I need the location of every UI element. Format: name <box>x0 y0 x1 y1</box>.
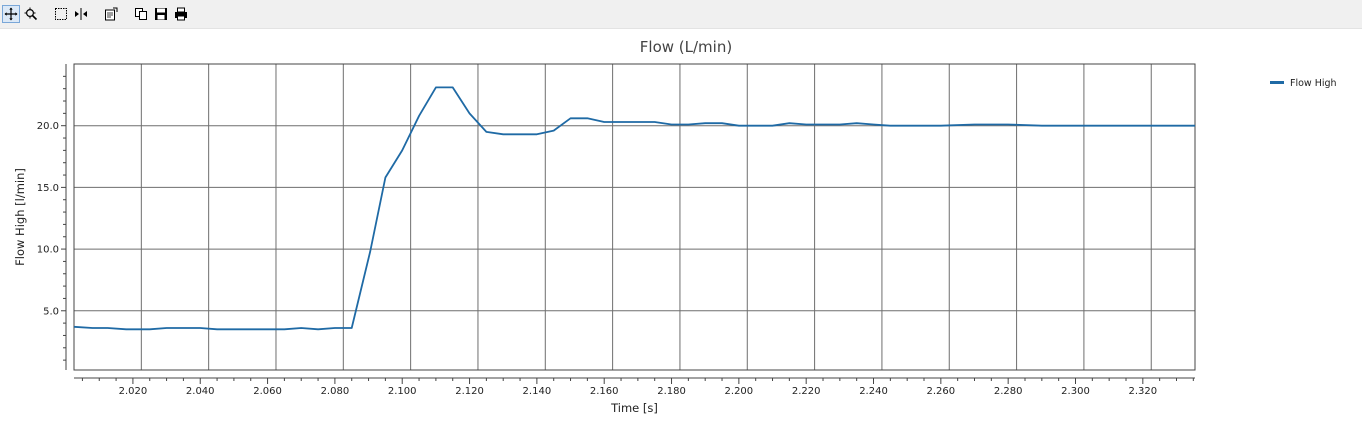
vertical-cursor-icon <box>75 8 87 20</box>
x-tick-label: 2.120 <box>455 386 484 397</box>
x-tick-label: 2.180 <box>657 386 686 397</box>
x-tick-label: 2.060 <box>253 386 282 397</box>
x-tick-label: 2.260 <box>927 386 956 397</box>
zoom-magnifier-icon <box>24 7 38 21</box>
print-button[interactable] <box>172 5 190 23</box>
printer-icon <box>175 7 187 21</box>
zoom-button[interactable] <box>22 5 40 23</box>
y-tick-label: 5.0 <box>43 306 59 317</box>
x-tick-label: 2.020 <box>119 386 148 397</box>
cursor-button[interactable] <box>72 5 90 23</box>
x-tick-label: 2.240 <box>859 386 888 397</box>
y-tick-label: 20.0 <box>37 121 59 132</box>
pan-button[interactable] <box>2 5 20 23</box>
x-tick-label: 2.280 <box>994 386 1023 397</box>
x-tick-label: 2.100 <box>388 386 417 397</box>
properties-button[interactable] <box>102 5 120 23</box>
x-tick-label: 2.040 <box>186 386 215 397</box>
copy-button[interactable] <box>132 5 150 23</box>
x-axis: 2.020 2.040 2.060 2.080 2.100 2.120 2.140 2.160… <box>74 377 1195 397</box>
x-tick-label: 2.160 <box>590 386 619 397</box>
flow-chart[interactable]: Flow (L/min) 5.010.015.020.0 2.020 2.040 2… <box>0 28 1362 440</box>
move-arrows-icon <box>4 7 18 21</box>
select-region-button[interactable] <box>52 5 70 23</box>
series-line-flow-high[interactable] <box>73 86 1195 331</box>
plot-area-frame <box>73 63 1196 371</box>
save-button[interactable] <box>152 5 170 23</box>
dashed-rectangle-icon <box>55 8 67 20</box>
legend-swatch-flow-high <box>1270 81 1284 84</box>
copy-icon <box>135 8 147 20</box>
y-axis-title: Flow High [l/min] <box>13 168 27 266</box>
x-tick-label: 2.200 <box>725 386 754 397</box>
x-tick-label: 2.080 <box>321 386 350 397</box>
y-axis: 5.0 10.0 15.0 20.0 <box>37 64 67 370</box>
x-tick-label: 2.320 <box>1129 386 1158 397</box>
x-axis-title: Time [s] <box>610 401 658 415</box>
x-tick-label: 2.140 <box>523 386 552 397</box>
floppy-disk-icon <box>155 8 167 20</box>
legend[interactable]: Flow High <box>1270 78 1337 89</box>
properties-icon <box>105 7 118 21</box>
x-tick-label: 2.220 <box>792 386 821 397</box>
y-tick-label: 15.0 <box>37 183 59 194</box>
y-tick-label: 10.0 <box>37 245 59 256</box>
chart-title: Flow (L/min) <box>640 38 732 56</box>
x-tick-label: 2.300 <box>1061 386 1090 397</box>
chart-toolbar <box>0 0 1362 29</box>
grid <box>73 64 1195 370</box>
series-group <box>73 86 1195 331</box>
legend-label-flow-high: Flow High <box>1290 78 1337 89</box>
